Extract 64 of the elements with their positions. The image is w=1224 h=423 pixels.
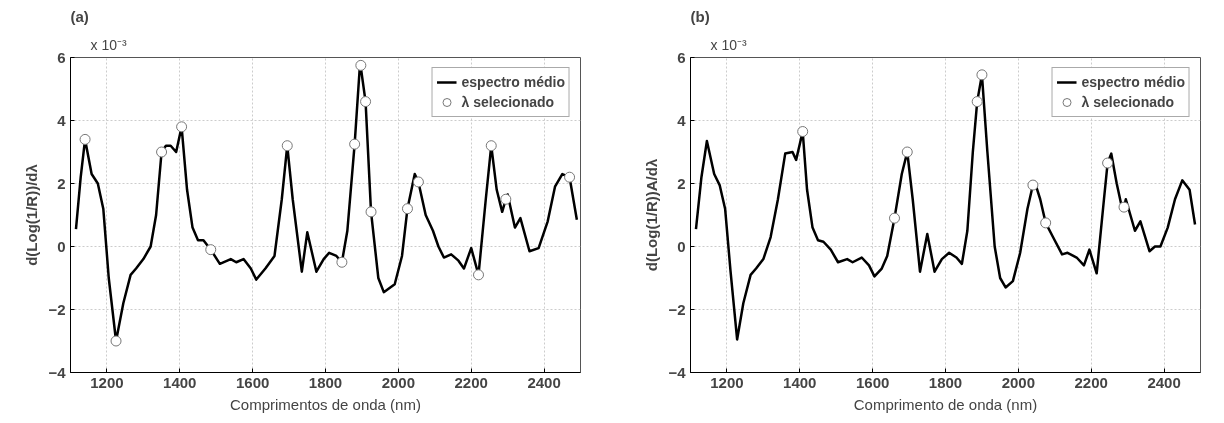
x-tick-label: 2400 [527,373,561,391]
point [355,59,367,71]
point [156,146,168,158]
x-tick-label: 1400 [783,373,817,391]
point [1102,157,1114,169]
x-tick-label: 2000 [1001,373,1036,391]
point [1040,217,1052,229]
y-tick-label: 4 [677,111,687,129]
point [889,212,900,224]
point [176,121,188,133]
x-tick-label: 1800 [928,373,963,391]
point [360,96,372,108]
x-axis-title: Comprimentos de onda (nm) [230,395,421,413]
x-tick-label: 2400 [1147,373,1181,391]
x-axis-title: Comprimento de onda (nm) [853,395,1038,413]
x-tick-label: 2200 [1074,373,1108,391]
point [797,126,809,138]
point [971,96,983,108]
y-tick-label: 6 [677,48,686,66]
point [901,146,913,158]
y-tick-label: −2 [668,300,686,318]
point [205,244,217,256]
y-tick-label: 2 [677,174,686,192]
chart-title: (a) [70,7,89,25]
point [564,171,576,183]
x-tick-label: 2000 [381,373,416,391]
chart-title: (b) [690,7,710,25]
point [485,140,497,152]
y-tick-label: −4 [48,363,67,381]
y-tick-label: 2 [57,174,66,192]
legend-label: λ selecionado [1081,94,1175,110]
point [1118,201,1130,213]
point [349,138,361,150]
y-tick-label: 4 [57,111,67,129]
point [412,176,424,188]
x-tick-label: 1600 [235,373,270,391]
y-axis-title: d(Log(1/R))/dλ [23,163,41,266]
y-tick-label: 0 [57,237,66,255]
legend-label: espectro médio [1081,74,1185,90]
point [976,69,988,81]
point [79,133,91,145]
point [500,193,512,205]
y-tick-label: −2 [48,300,66,318]
y-tick-label: −4 [668,363,687,381]
x-tick-label: 1200 [710,373,744,391]
point [281,140,293,152]
x-tick-label: 2200 [454,373,488,391]
legend-label: λ selecionado [461,94,555,110]
x-tick-label: 1200 [90,373,124,391]
text: x 10⁻³ [90,36,127,53]
x-tick-label: 1600 [855,373,890,391]
y-tick-label: 0 [677,237,686,255]
point [1027,179,1039,191]
point [473,269,484,281]
point [110,335,122,347]
y-axis-title: d(Log(1/R))A/dλ [643,158,661,272]
point [365,206,377,218]
y-tick-label: 6 [57,48,66,66]
text: x 10⁻³ [710,36,747,53]
point [401,203,413,215]
point [336,256,348,268]
x-tick-label: 1800 [308,373,343,391]
legend-label: espectro médio [461,74,565,90]
x-tick-label: 1400 [163,373,197,391]
